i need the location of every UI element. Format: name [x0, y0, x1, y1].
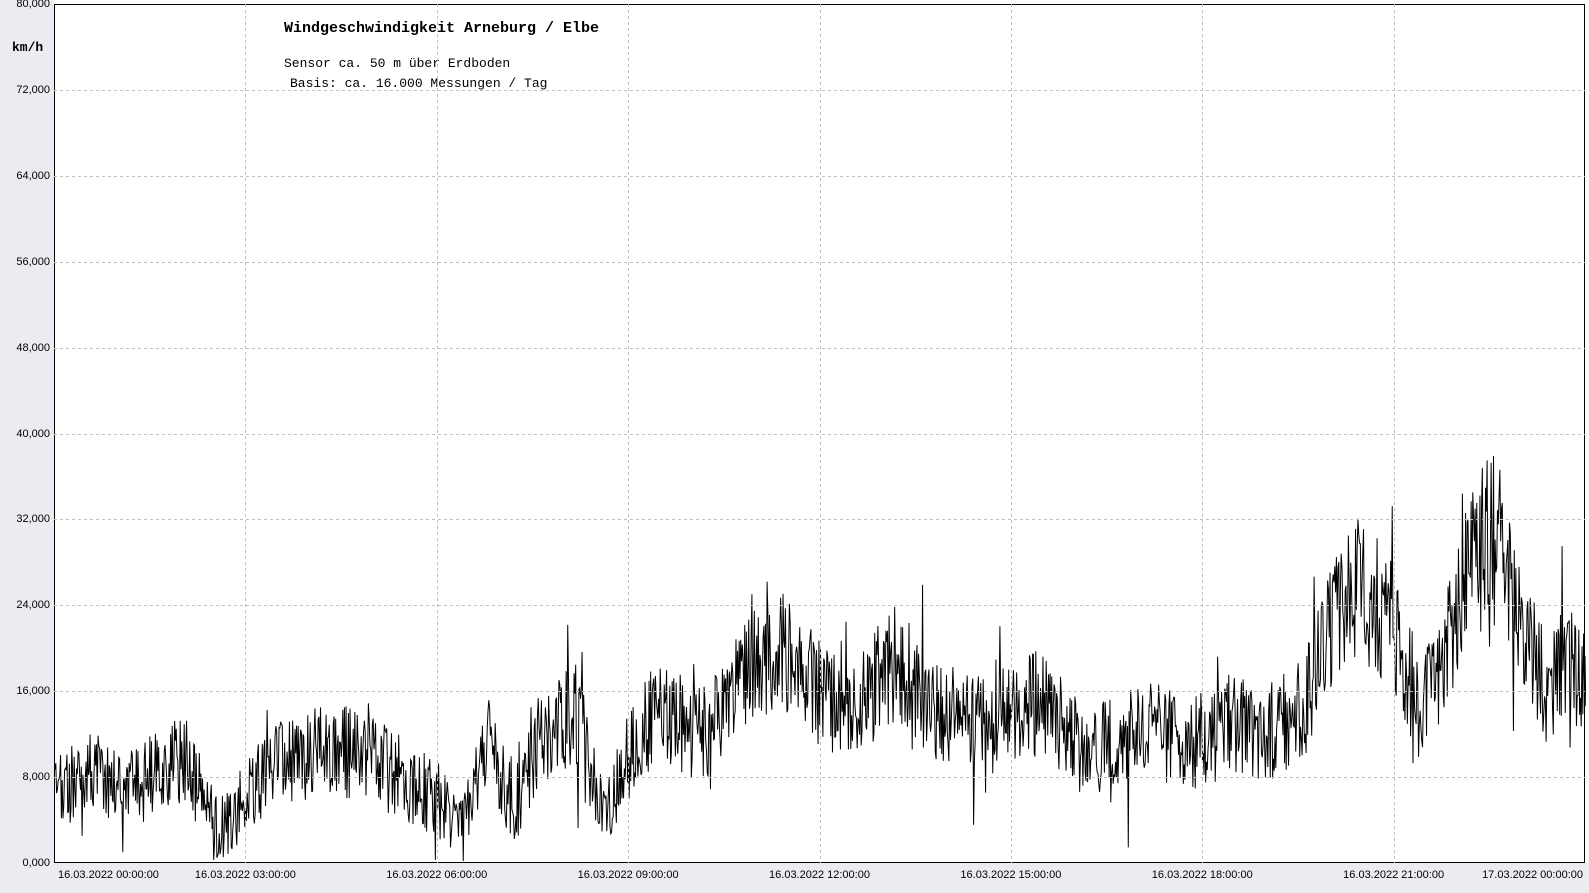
y-tick-label: 48,000 — [2, 342, 50, 354]
y-tick-label: 0,000 — [2, 857, 50, 869]
chart-subtitle-sensor: Sensor ca. 50 m über Erdboden — [284, 56, 510, 71]
y-axis-unit-label: km/h — [12, 40, 43, 55]
x-gridline — [1394, 4, 1395, 863]
x-tick-label: 16.03.2022 12:00:00 — [769, 869, 870, 881]
x-tick-label: 16.03.2022 09:00:00 — [578, 869, 679, 881]
wind-series — [55, 5, 1586, 864]
x-tick-label: 16.03.2022 18:00:00 — [1152, 869, 1253, 881]
y-tick-label: 56,000 — [2, 256, 50, 268]
x-gridline — [1202, 4, 1203, 863]
y-tick-label: 32,000 — [2, 513, 50, 525]
y-tick-label: 64,000 — [2, 170, 50, 182]
chart-title: Windgeschwindigkeit Arneburg / Elbe — [284, 20, 599, 37]
x-gridline — [1011, 4, 1012, 863]
y-tick-label: 24,000 — [2, 599, 50, 611]
x-gridline — [820, 4, 821, 863]
x-gridline — [245, 4, 246, 863]
x-tick-label: 16.03.2022 00:00:00 — [58, 869, 159, 881]
x-tick-label: 16.03.2022 06:00:00 — [386, 869, 487, 881]
x-gridline — [437, 4, 438, 863]
y-tick-label: 72,000 — [2, 84, 50, 96]
x-tick-label: 16.03.2022 21:00:00 — [1343, 869, 1444, 881]
y-tick-label: 40,000 — [2, 428, 50, 440]
x-gridline — [628, 4, 629, 863]
left-gutter — [0, 0, 54, 893]
x-tick-label: 17.03.2022 00:00:00 — [1482, 869, 1583, 881]
x-tick-label: 16.03.2022 03:00:00 — [195, 869, 296, 881]
y-tick-label: 80,000 — [2, 0, 50, 10]
chart-subtitle-basis: Basis: ca. 16.000 Messungen / Tag — [290, 76, 547, 91]
y-tick-label: 16,000 — [2, 685, 50, 697]
y-tick-label: 8,000 — [2, 771, 50, 783]
x-tick-label: 16.03.2022 15:00:00 — [960, 869, 1061, 881]
chart-container: km/h Windgeschwindigkeit Arneburg / Elbe… — [0, 0, 1589, 893]
